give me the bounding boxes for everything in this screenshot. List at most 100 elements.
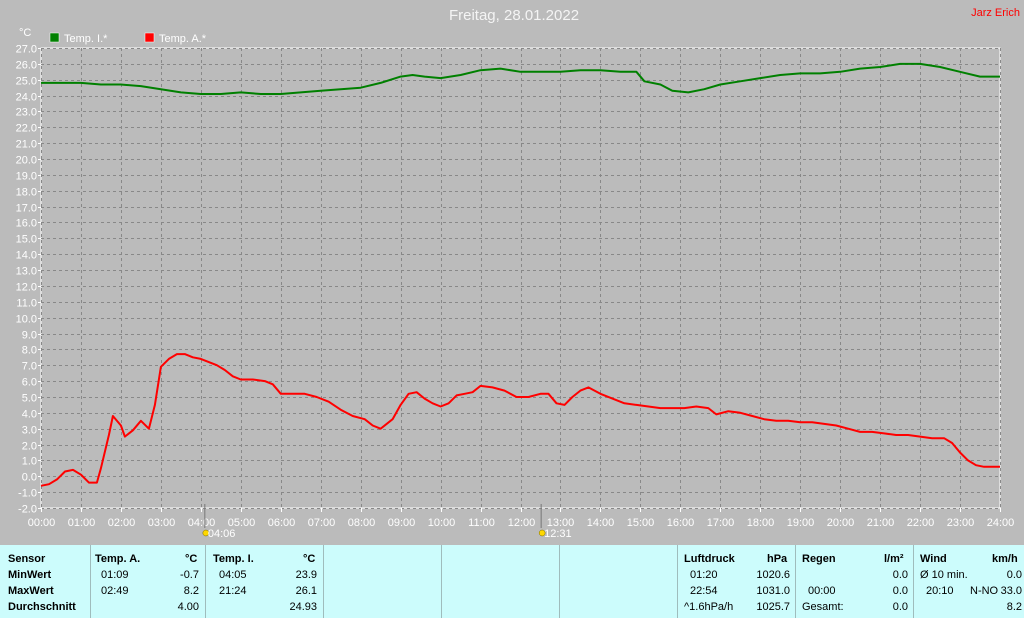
- wind-max-value: 33.0: [1000, 585, 1022, 597]
- table-divider: [795, 545, 796, 618]
- rain-total-label: Gesamt:: [802, 601, 844, 613]
- wind-avg-value: 0.0: [1006, 569, 1022, 581]
- y-tick-labels: -2.0 -1.0 0.0 1.0 2.0 3.0 4.0 5.0 6.0 7.0 8.0 9.0 10…: [16, 44, 37, 516]
- y-tick-label: 19.0: [16, 171, 37, 183]
- table-divider: [677, 545, 678, 618]
- y-tick-label: 0.0: [22, 472, 37, 484]
- sun-icon: [202, 529, 210, 537]
- pressure-min-time: 01:20: [690, 569, 718, 581]
- temp-i-header: Temp. I.: [213, 553, 254, 565]
- table-divider: [205, 545, 206, 618]
- x-tick-label: 03:00: [148, 517, 176, 529]
- y-tick-label: 27.0: [16, 44, 37, 56]
- legend-swatch: [49, 32, 60, 43]
- series-line-2: [40, 353, 1000, 487]
- y-tick-label: -2.0: [18, 504, 37, 516]
- y-tick-label: 24.0: [16, 92, 37, 104]
- rain-time: 00:00: [808, 585, 836, 597]
- temp-a-avg-value: 4.00: [177, 601, 199, 613]
- y-tick-label: 25.0: [16, 76, 37, 88]
- legend-label: Temp. A.*: [159, 33, 207, 45]
- summary-table: Sensor MinWert MaxWert Durchschnitt Temp…: [0, 545, 1024, 618]
- table-divider: [913, 545, 914, 618]
- x-tick-label: 01:00: [68, 517, 96, 529]
- x-tick-label: 08:00: [348, 517, 376, 529]
- y-tick-label: 6.0: [22, 377, 37, 389]
- y-axis-unit: °C: [19, 27, 31, 39]
- temp-a-max-value: 8.2: [183, 585, 199, 597]
- y-tick-label: 2.0: [22, 441, 37, 453]
- x-tick-label: 06:00: [268, 517, 296, 529]
- wind-last-value: 8.2: [1006, 601, 1022, 613]
- temp-i-max-time: 21:24: [219, 585, 247, 597]
- temp-i-max-value: 26.1: [295, 585, 317, 597]
- x-tick-label: 23:00: [947, 517, 975, 529]
- y-tick-label: 14.0: [16, 250, 37, 262]
- x-tick-label: 21:00: [867, 517, 895, 529]
- chart-series: [40, 62, 1000, 487]
- sun-icon: [538, 529, 546, 537]
- y-tick-label: 13.0: [16, 266, 37, 278]
- y-tick-label: -1.0: [18, 488, 37, 500]
- pressure-max-time: 22:54: [690, 585, 718, 597]
- temperature-chart: Freitag, 28.01.2022 Jarz Erich °C Temp. …: [0, 0, 1024, 545]
- legend-label: Temp. I.*: [64, 33, 108, 45]
- y-tick-label: 12.0: [16, 282, 37, 294]
- x-tick-label: 15:00: [627, 517, 655, 529]
- table-divider: [90, 545, 91, 618]
- legend: Temp. I.* Temp. A.*: [49, 32, 207, 45]
- table-divider: [323, 545, 324, 618]
- x-tick-label: 14:00: [587, 517, 615, 529]
- min-row-label: MinWert: [8, 569, 52, 581]
- pressure-header: Luftdruck: [684, 553, 735, 565]
- pressure-current: 1025.7: [756, 601, 790, 613]
- x-tick-label: 04:00: [188, 517, 216, 529]
- x-tick-label: 11:00: [468, 517, 495, 529]
- y-tick-label: 11.0: [16, 298, 37, 310]
- y-tick-label: 18.0: [16, 187, 37, 199]
- y-tick-label: 21.0: [16, 139, 37, 151]
- y-tick-label: 10.0: [16, 314, 37, 326]
- sun-marker-label: 04:06: [208, 528, 236, 540]
- y-tick-label: 7.0: [22, 361, 37, 373]
- temp-a-min-time: 01:09: [101, 569, 129, 581]
- chart-background: [0, 0, 1024, 545]
- wind-header: Wind: [920, 553, 947, 565]
- x-tick-labels: 00:00 01:00 02:00 03:00 04:00 05:00 06:00 07:00…: [28, 517, 1015, 529]
- wind-max-direction: N-NO: [970, 585, 999, 597]
- wind-unit: km/h: [992, 553, 1018, 565]
- x-tick-label: 00:00: [28, 517, 56, 529]
- y-tick-label: 9.0: [22, 330, 37, 342]
- y-tick-label: 22.0: [16, 123, 37, 135]
- temp-i-avg-value: 24.93: [289, 601, 317, 613]
- pressure-trend: ^1.6hPa/h: [684, 601, 734, 613]
- x-tick-label: 05:00: [228, 517, 256, 529]
- x-tick-label: 20:00: [827, 517, 855, 529]
- temp-a-unit: °C: [185, 553, 198, 565]
- wind-avg-label: Ø 10 min.: [920, 569, 968, 581]
- y-tick-label: 17.0: [16, 203, 37, 215]
- y-tick-label: 8.0: [22, 345, 37, 357]
- temp-i-unit: °C: [303, 553, 316, 565]
- table-divider: [441, 545, 442, 618]
- x-tick-label: 16:00: [667, 517, 695, 529]
- sun-markers: 04:06 12:31: [202, 504, 572, 540]
- x-tick-label: 10:00: [428, 517, 456, 529]
- pressure-min-value: 1020.6: [756, 569, 790, 581]
- y-tick-label: 15.0: [16, 234, 37, 246]
- temp-a-max-time: 02:49: [101, 585, 129, 597]
- x-tick-label: 24:00: [987, 517, 1015, 529]
- x-tick-label: 07:00: [308, 517, 336, 529]
- y-tick-label: 16.0: [16, 218, 37, 230]
- y-tick-label: 4.0: [22, 409, 37, 421]
- rain-header: Regen: [802, 553, 836, 565]
- chart-title: Freitag, 28.01.2022: [449, 7, 579, 24]
- rain-value: 0.0: [892, 569, 908, 581]
- x-tick-label: 18:00: [747, 517, 775, 529]
- wind-max-time: 20:10: [926, 585, 954, 597]
- y-tick-label: 1.0: [22, 456, 37, 468]
- temp-i-min-time: 04:05: [219, 569, 247, 581]
- x-tick-label: 22:00: [907, 517, 935, 529]
- x-tick-label: 17:00: [707, 517, 735, 529]
- rain-value-2: 0.0: [892, 585, 908, 597]
